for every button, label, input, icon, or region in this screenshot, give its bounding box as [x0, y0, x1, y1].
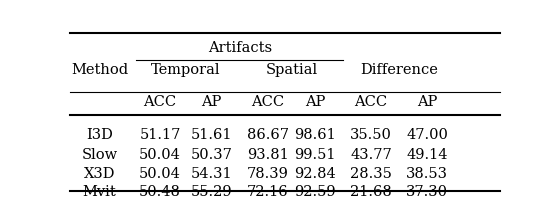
Text: Difference: Difference	[360, 63, 438, 77]
Text: 35.50: 35.50	[350, 128, 392, 142]
Text: 43.77: 43.77	[350, 148, 392, 162]
Text: 50.04: 50.04	[139, 148, 181, 162]
Text: 86.67: 86.67	[247, 128, 289, 142]
Text: ACC: ACC	[355, 95, 388, 109]
Text: ACC: ACC	[251, 95, 284, 109]
Text: I3D: I3D	[86, 128, 113, 142]
Text: AP: AP	[305, 95, 325, 109]
Text: ACC: ACC	[143, 95, 177, 109]
Text: 49.14: 49.14	[406, 148, 448, 162]
Text: 54.31: 54.31	[191, 167, 232, 181]
Text: 21.68: 21.68	[350, 185, 392, 199]
Text: 28.35: 28.35	[350, 167, 392, 181]
Text: 92.84: 92.84	[294, 167, 336, 181]
Text: Temporal: Temporal	[151, 63, 221, 77]
Text: Method: Method	[71, 63, 128, 77]
Text: Artifacts: Artifacts	[207, 41, 272, 55]
Text: Spatial: Spatial	[265, 63, 317, 77]
Text: 50.48: 50.48	[139, 185, 181, 199]
Text: 99.51: 99.51	[294, 148, 336, 162]
Text: 38.53: 38.53	[406, 167, 448, 181]
Text: 72.16: 72.16	[247, 185, 289, 199]
Text: Slow: Slow	[82, 148, 118, 162]
Text: 51.17: 51.17	[140, 128, 181, 142]
Text: 51.61: 51.61	[191, 128, 232, 142]
Text: Mvit: Mvit	[83, 185, 117, 199]
Text: 98.61: 98.61	[294, 128, 336, 142]
Text: AP: AP	[417, 95, 438, 109]
Text: 78.39: 78.39	[247, 167, 289, 181]
Text: AP: AP	[201, 95, 222, 109]
Text: 47.00: 47.00	[406, 128, 448, 142]
Text: 55.29: 55.29	[191, 185, 232, 199]
Text: 93.81: 93.81	[247, 148, 289, 162]
Text: 50.04: 50.04	[139, 167, 181, 181]
Text: X3D: X3D	[84, 167, 116, 181]
Text: 37.30: 37.30	[406, 185, 448, 199]
Text: 50.37: 50.37	[191, 148, 232, 162]
Text: 92.59: 92.59	[294, 185, 336, 199]
